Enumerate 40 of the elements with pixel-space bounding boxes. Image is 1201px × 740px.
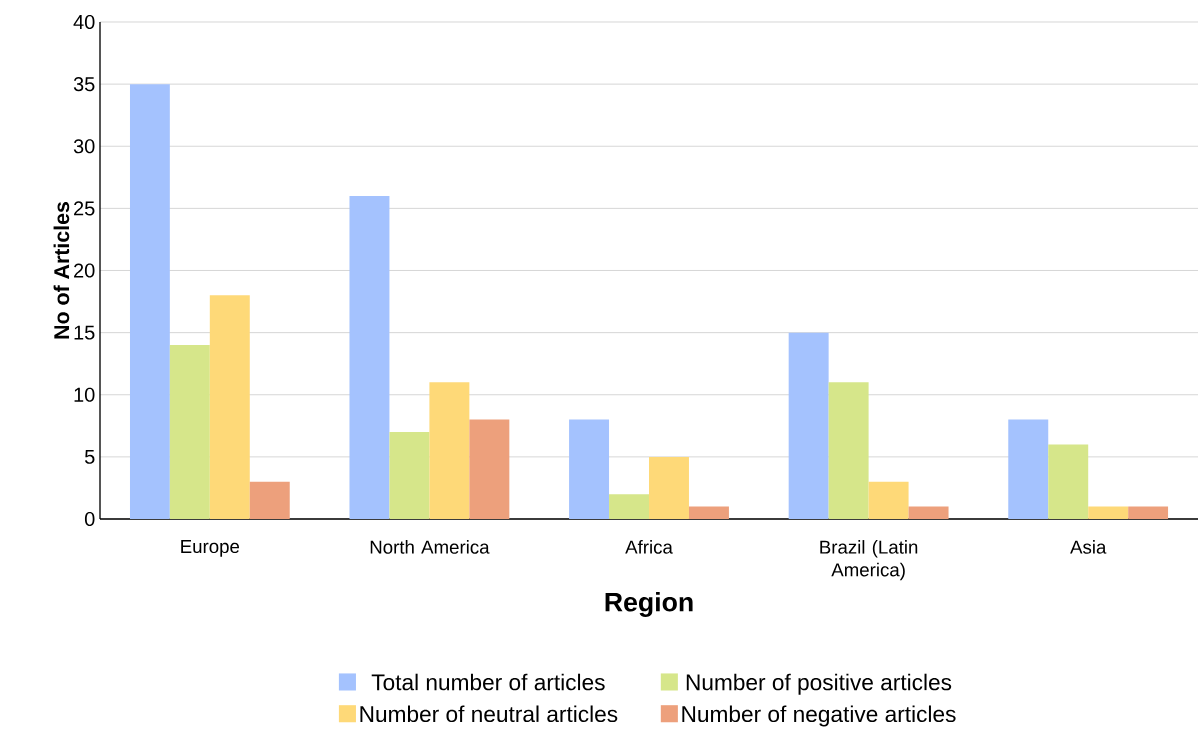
x-axis-title: Region <box>605 591 693 617</box>
bar <box>1128 506 1169 519</box>
bar <box>1088 506 1129 519</box>
y-tick-label: 25 <box>74 201 95 216</box>
bar <box>429 382 470 519</box>
y-tick-label: 20 <box>74 263 95 278</box>
bar <box>249 481 290 519</box>
y-tick-label: 10 <box>74 387 95 402</box>
x-tick-label: Africa <box>625 540 673 554</box>
bar <box>788 332 829 519</box>
y-axis-title: No of Articles <box>53 202 70 339</box>
x-tick-label: Europe <box>181 540 240 557</box>
y-tick-label: 30 <box>73 139 95 154</box>
bar <box>908 506 949 519</box>
bar <box>389 432 430 519</box>
bar <box>828 382 869 519</box>
bar <box>649 456 689 519</box>
legend-label: Number of neutral articles <box>360 705 618 723</box>
y-tick-label: 5 <box>84 449 95 464</box>
y-tick-label: 15 <box>74 325 95 340</box>
x-tick-label: Brazil (Latin America) <box>820 540 918 581</box>
bar <box>688 506 729 519</box>
x-tick-label: Asia <box>1070 540 1107 554</box>
x-tick-label: North America <box>370 540 490 554</box>
y-tick-label: 0 <box>84 511 95 527</box>
legend-label: Number of negative articles <box>682 705 956 727</box>
bar <box>569 419 610 519</box>
legend-label: Total number of articles <box>371 673 605 691</box>
bar <box>129 84 170 519</box>
bar <box>609 494 650 519</box>
bar <box>1008 419 1049 519</box>
legend-label: Number of positive articles <box>686 673 952 695</box>
bar <box>868 481 909 519</box>
y-tick-label: 40 <box>73 14 95 30</box>
bar <box>209 295 250 519</box>
bar <box>349 195 390 519</box>
bar <box>1048 444 1089 519</box>
bar <box>469 419 510 519</box>
y-tick-label: 35 <box>73 77 95 92</box>
bar <box>169 345 210 519</box>
